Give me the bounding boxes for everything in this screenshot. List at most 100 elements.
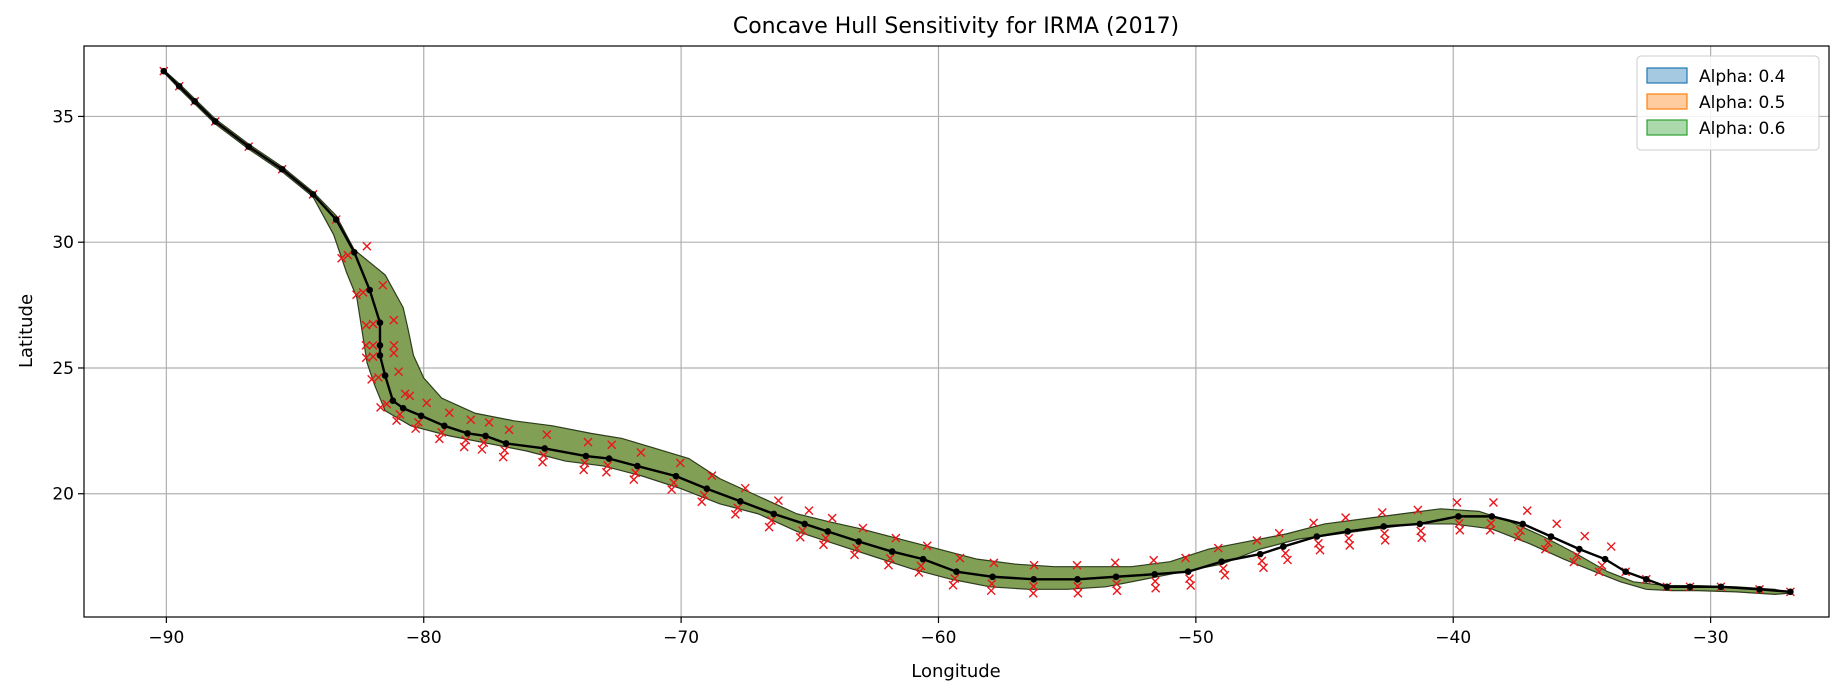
- sample-point-marker: [368, 319, 378, 329]
- track-point: [441, 422, 448, 430]
- track-point: [1717, 583, 1725, 591]
- sample-point-marker: [1413, 505, 1423, 515]
- sample-point-marker: [405, 391, 415, 401]
- sample-point-marker: [1112, 586, 1122, 596]
- sample-point-marker: [955, 553, 965, 563]
- sample-point-marker: [1112, 579, 1122, 589]
- sample-point-marker: [989, 558, 999, 568]
- sample-point-marker: [444, 408, 454, 418]
- track-point: [464, 430, 471, 437]
- sample-point-marker: [1488, 497, 1498, 507]
- x-tick-label: −60: [921, 628, 957, 648]
- track-point: [1576, 545, 1583, 553]
- track-point: [160, 67, 168, 75]
- sample-point-marker: [766, 515, 776, 525]
- sample-point-marker: [1274, 528, 1284, 538]
- x-tick-label: −90: [148, 628, 184, 648]
- axis-ticks: −90 −80 −70 −60 −50 −40 −30 20 25 30 35: [52, 107, 1728, 648]
- sample-point-marker: [1252, 536, 1262, 546]
- legend-label: Alpha: 0.4: [1699, 67, 1786, 87]
- sample-point-marker: [1029, 581, 1039, 591]
- sample-point-marker: [818, 540, 828, 550]
- sample-point-marker: [795, 532, 805, 542]
- track-point: [1416, 520, 1424, 528]
- sample-point-marker: [583, 437, 593, 447]
- sample-point-marker: [852, 543, 862, 553]
- sample-point-marker: [1257, 556, 1267, 566]
- sample-point-marker: [733, 503, 743, 513]
- sample-point-marker: [1213, 543, 1223, 553]
- legend: Alpha: 0.4 Alpha: 0.5 Alpha: 0.6: [1636, 55, 1820, 151]
- track-point: [1380, 523, 1388, 530]
- track-point: [1030, 575, 1038, 583]
- sample-point-marker: [1515, 526, 1525, 536]
- sample-point-marker: [361, 340, 371, 350]
- track-point: [541, 445, 549, 452]
- track-point: [801, 520, 808, 528]
- sample-point-marker: [1218, 563, 1228, 573]
- legend-swatch: [1646, 119, 1688, 136]
- track-point: [824, 528, 832, 535]
- sample-point-marker: [361, 320, 371, 330]
- sample-point-marker: [368, 340, 378, 350]
- track-point: [919, 555, 927, 563]
- track-point: [1256, 550, 1264, 558]
- sample-point-marker: [1184, 574, 1194, 584]
- sample-point-marker: [891, 533, 901, 543]
- track-point: [1313, 533, 1321, 540]
- track-point: [1663, 583, 1671, 591]
- track-point: [1151, 570, 1158, 578]
- sample-point-marker: [1606, 542, 1616, 552]
- sample-point-marker: [498, 452, 508, 462]
- track-point: [1112, 573, 1120, 581]
- y-tick-label: 25: [52, 359, 74, 379]
- track-point: [211, 118, 219, 125]
- sample-point-marker: [1283, 555, 1293, 565]
- track-point: [366, 286, 373, 294]
- sample-point-marker: [1029, 560, 1039, 570]
- sample-point-marker: [740, 483, 750, 493]
- sample-point-marker: [1572, 551, 1582, 561]
- sample-point-marker: [368, 352, 378, 362]
- sample-point-marker: [1341, 513, 1351, 523]
- sample-point-marker: [1151, 583, 1161, 593]
- track-point: [1756, 586, 1763, 593]
- sample-point-marker: [603, 460, 613, 470]
- sample-point-marker: [1110, 558, 1120, 568]
- sample-point-marker: [479, 438, 489, 448]
- sample-point-marker: [400, 389, 410, 399]
- sample-point-marker: [343, 250, 353, 260]
- sample-point-marker: [394, 367, 404, 377]
- sample-point-marker: [392, 416, 402, 426]
- sample-point-marker: [461, 435, 471, 445]
- sample-point-marker: [362, 241, 372, 251]
- track-point: [672, 472, 680, 480]
- sample-point-marker: [629, 475, 639, 485]
- sample-point-marker: [1522, 506, 1532, 516]
- sample-point-marker: [730, 509, 740, 519]
- track-point: [278, 165, 286, 173]
- sample-point-marker: [500, 445, 510, 455]
- sample-point-marker: [797, 526, 807, 536]
- sample-point-marker: [382, 399, 392, 409]
- sample-point-marker: [948, 580, 958, 590]
- sample-point-marker: [367, 374, 377, 384]
- sample-point-marker: [1073, 581, 1083, 591]
- sample-point-marker: [437, 427, 447, 437]
- sample-point-marker: [542, 430, 552, 440]
- sample-point-marker: [504, 425, 514, 435]
- y-tick-label: 30: [52, 233, 74, 253]
- sample-point-marker: [1379, 528, 1389, 538]
- sample-point-marker: [883, 560, 893, 570]
- sample-point-marker: [1454, 518, 1464, 528]
- y-tick-label: 35: [52, 107, 74, 127]
- track-point: [770, 510, 778, 518]
- track-point: [888, 548, 896, 555]
- track-point: [1519, 520, 1527, 528]
- track-point: [1642, 575, 1650, 583]
- x-tick-label: −70: [663, 628, 699, 648]
- track-point: [332, 216, 340, 223]
- track-point: [417, 412, 425, 420]
- legend-label: Alpha: 0.5: [1699, 93, 1786, 113]
